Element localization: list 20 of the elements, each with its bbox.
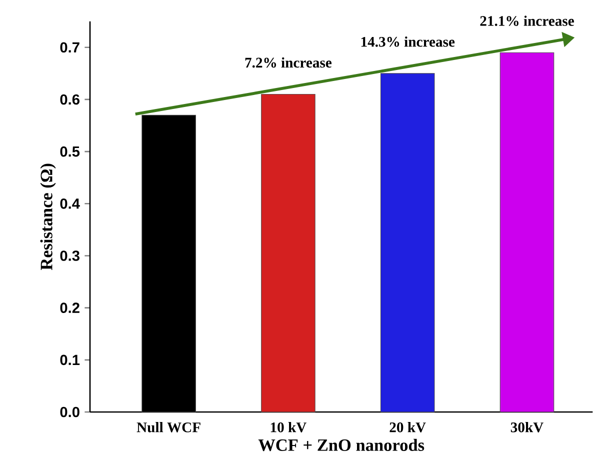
y-tick-label: 0.3	[60, 250, 80, 261]
annotation: 7.2% increase	[245, 57, 332, 68]
y-tick-label: 0.1	[60, 354, 80, 366]
bar	[261, 94, 316, 412]
bar	[380, 73, 435, 412]
annotation: 21.1% increase	[480, 16, 574, 26]
y-tick-label: 0.0	[60, 406, 80, 418]
y-axis-title: Resistance (Ω)	[40, 164, 56, 270]
y-tick-label: 0.6	[60, 94, 80, 105]
x-tick-label: 30kV	[510, 422, 544, 432]
bar	[500, 52, 554, 412]
y-tick-label: 0.2	[60, 302, 80, 313]
x-tick-label: 10 kV	[270, 422, 306, 432]
x-axis-title: WCF + ZnO nanorods	[258, 438, 424, 452]
y-tick-label: 0.7	[60, 42, 80, 53]
annotation: 14.3% increase	[361, 36, 455, 47]
y-tick-label: 0.4	[60, 198, 80, 209]
y-tick-label: 0.5	[60, 146, 80, 157]
x-tick-label: Null WCF	[136, 422, 200, 432]
x-tick-label: 20 kV	[390, 422, 426, 432]
